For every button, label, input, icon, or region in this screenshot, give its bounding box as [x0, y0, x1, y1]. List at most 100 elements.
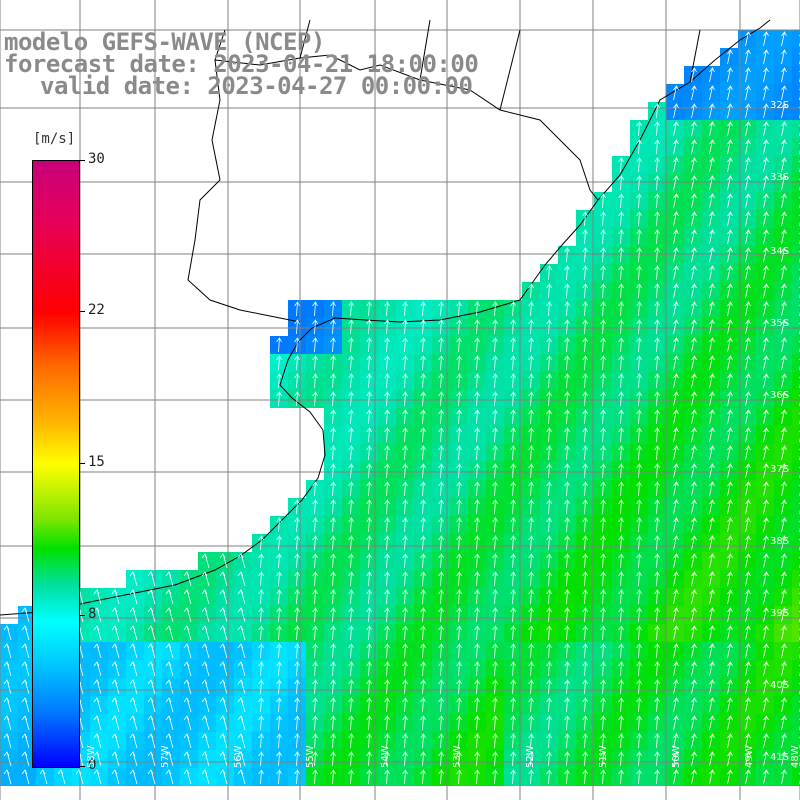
wind-arrow	[492, 751, 498, 767]
wind-arrow	[781, 373, 787, 389]
wind-arrow	[384, 607, 390, 623]
wind-arrow	[564, 319, 570, 335]
wind-arrow	[348, 553, 354, 569]
wind-arrow	[111, 715, 120, 731]
wind-arrow	[709, 481, 715, 497]
wind-arrow	[528, 409, 534, 425]
wind-arrow	[564, 445, 570, 461]
wind-cell	[792, 516, 800, 534]
longitude-label: 57W	[160, 745, 171, 768]
wind-arrow	[546, 751, 552, 767]
wind-arrow	[312, 607, 318, 623]
wind-arrow	[111, 589, 120, 605]
wind-arrow	[745, 733, 751, 749]
wind-arrow	[763, 571, 769, 587]
wind-arrow	[366, 643, 372, 659]
wind-arrow	[618, 589, 624, 605]
wind-arrow	[237, 751, 246, 767]
wind-arrow	[510, 697, 516, 713]
wind-arrow	[582, 229, 588, 245]
wind-arrow	[219, 733, 228, 749]
wind-arrow	[709, 715, 715, 731]
wind-arrow	[366, 445, 372, 461]
wind-arrow	[618, 715, 624, 731]
wind-arrow	[618, 391, 624, 407]
wind-arrow	[745, 625, 751, 641]
wind-arrow	[219, 679, 228, 695]
wind-arrow	[21, 697, 30, 713]
wind-arrow	[420, 355, 426, 371]
wind-arrow	[600, 373, 606, 389]
wind-arrow	[183, 607, 192, 623]
wind-arrow	[691, 337, 697, 353]
wind-arrow	[673, 121, 679, 137]
wind-arrow	[330, 463, 336, 479]
wind-cell	[792, 336, 800, 354]
wind-arrow	[330, 733, 336, 749]
wind-arrow	[709, 121, 715, 137]
wind-arrow	[201, 697, 210, 713]
wind-arrow	[582, 409, 588, 425]
wind-arrow	[763, 589, 769, 605]
wind-arrow	[474, 391, 480, 407]
wind-arrow	[258, 625, 264, 641]
wind-arrow	[582, 589, 588, 605]
wind-arrow	[528, 643, 534, 659]
wind-arrow	[330, 373, 336, 389]
wind-cell	[792, 48, 800, 66]
wind-arrow	[691, 697, 697, 713]
wind-arrow	[492, 643, 498, 659]
wind-arrow	[528, 661, 534, 677]
wind-arrow	[21, 733, 30, 749]
wind-arrow	[402, 643, 408, 659]
wind-arrow	[420, 391, 426, 407]
wind-arrow	[129, 751, 138, 767]
wind-arrow	[763, 337, 769, 353]
wind-arrow	[528, 589, 534, 605]
wind-arrow	[402, 355, 408, 371]
wind-arrow	[618, 769, 624, 785]
wind-arrow	[546, 481, 552, 497]
latitude-label: 33S	[770, 172, 790, 183]
wind-arrow	[420, 697, 426, 713]
wind-arrow	[709, 589, 715, 605]
wind-arrow	[201, 643, 210, 659]
wind-arrow	[781, 751, 787, 767]
wind-arrow	[654, 661, 660, 677]
wind-arrow	[709, 157, 715, 173]
wind-cell	[792, 552, 800, 570]
wind-arrow	[709, 247, 715, 263]
wind-arrow	[691, 283, 697, 299]
wind-arrow	[438, 463, 444, 479]
wind-arrow	[709, 337, 715, 353]
wind-arrow	[763, 373, 769, 389]
wind-arrow	[745, 229, 751, 245]
wind-arrow	[763, 499, 769, 515]
wind-arrow	[492, 571, 498, 587]
wind-arrow	[691, 103, 697, 119]
wind-arrow	[546, 445, 552, 461]
wind-arrow	[600, 571, 606, 587]
wind-arrow	[564, 373, 570, 389]
wind-arrow	[600, 751, 606, 767]
wind-arrow	[528, 301, 534, 317]
wind-arrow	[165, 715, 174, 731]
wind-arrow	[691, 679, 697, 695]
wind-arrow	[673, 229, 679, 245]
wind-arrow	[366, 715, 372, 731]
wind-arrow	[673, 607, 679, 623]
wind-arrow	[727, 175, 733, 191]
wind-arrow	[654, 247, 660, 263]
model-title: modelo GEFS-WAVE (NCEP)	[4, 28, 325, 56]
wind-arrow	[691, 481, 697, 497]
wind-arrow	[691, 733, 697, 749]
wind-arrow	[492, 445, 498, 461]
wind-arrow	[654, 697, 660, 713]
wind-arrow	[582, 697, 588, 713]
wind-arrow	[438, 733, 444, 749]
wind-arrow	[546, 679, 552, 695]
wind-arrow	[727, 445, 733, 461]
wind-arrow	[564, 463, 570, 479]
wind-arrow	[3, 715, 12, 731]
wind-arrow	[673, 589, 679, 605]
